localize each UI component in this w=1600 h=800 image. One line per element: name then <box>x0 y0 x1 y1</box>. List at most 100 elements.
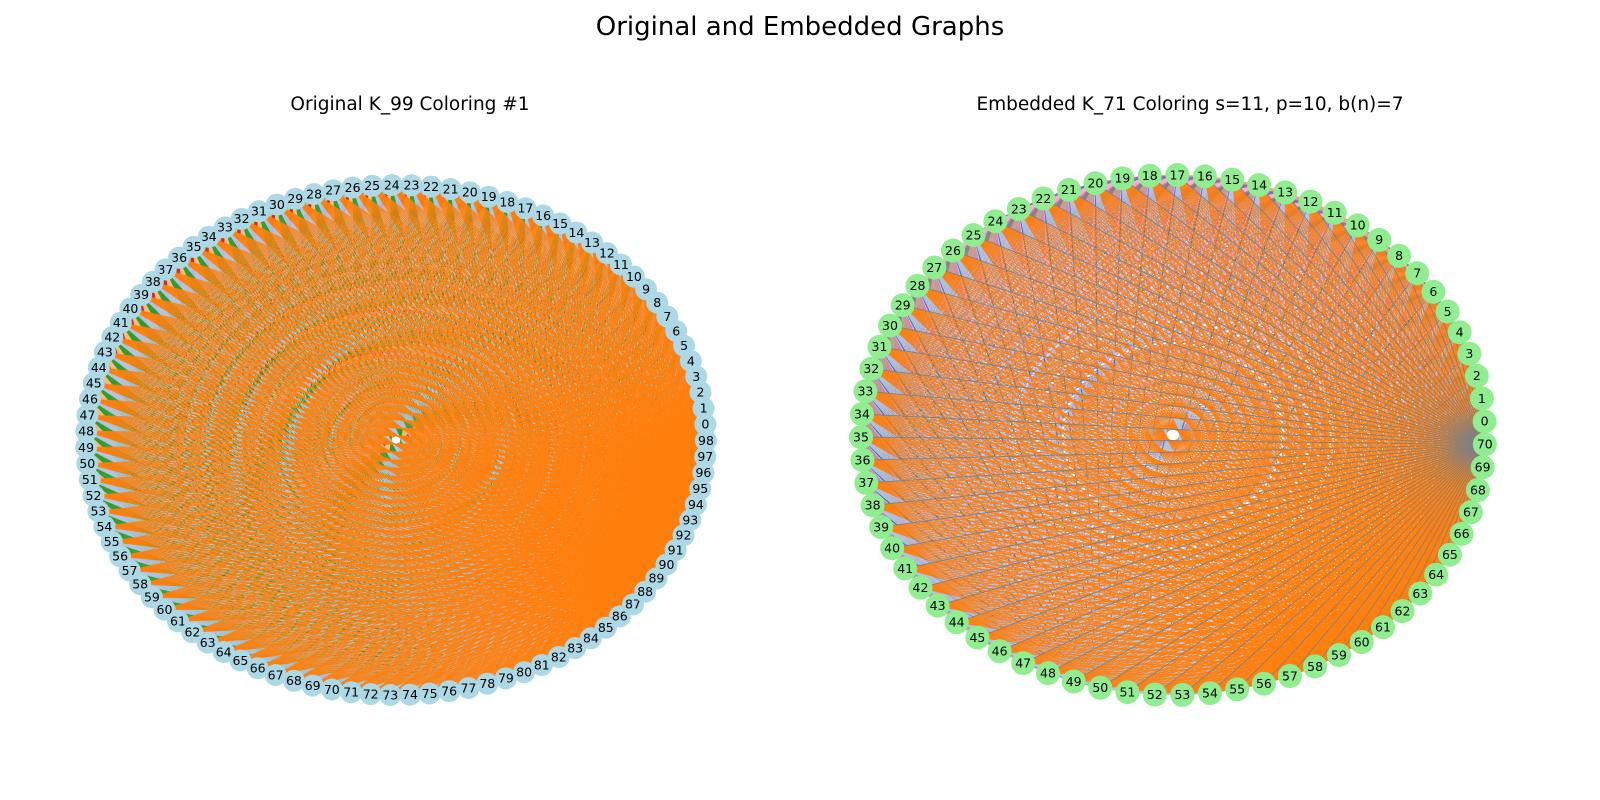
node-label-19: 19 <box>481 189 497 204</box>
node-label-52: 52 <box>86 488 102 503</box>
node-label-13: 13 <box>584 235 600 250</box>
node-label-33: 33 <box>217 220 233 235</box>
edge <box>430 186 707 441</box>
edge <box>312 440 707 687</box>
edge <box>619 440 707 617</box>
edge <box>350 440 707 693</box>
node-label-10: 10 <box>626 269 642 284</box>
node-label-24: 24 <box>384 177 400 192</box>
node-label-6: 6 <box>672 323 680 338</box>
edge <box>241 218 707 442</box>
node-label-41: 41 <box>113 315 129 330</box>
edge <box>558 472 704 658</box>
node-50 <box>76 452 99 475</box>
node-14 <box>565 221 588 244</box>
node-48 <box>75 420 98 443</box>
edge <box>293 440 707 682</box>
node-label-31: 31 <box>251 204 267 219</box>
edge <box>505 440 707 679</box>
node-label-47: 47 <box>80 408 96 423</box>
edge <box>120 322 707 442</box>
node-label-26: 26 <box>345 180 361 195</box>
left-graph-drawing: 0123456789101112131415161718192021222324… <box>75 174 717 706</box>
node-label-0: 0 <box>701 417 709 432</box>
node-label-30: 30 <box>269 197 285 212</box>
node-29 <box>284 187 307 210</box>
node-label-58: 58 <box>132 576 148 591</box>
node-label-40: 40 <box>122 301 138 316</box>
edge <box>178 257 707 442</box>
edge <box>606 252 707 441</box>
edge <box>111 440 707 543</box>
node-label-16: 16 <box>535 208 551 223</box>
node-label-38: 38 <box>145 274 161 289</box>
edge <box>389 440 707 696</box>
node-64 <box>212 641 235 663</box>
node-24 <box>380 174 403 196</box>
node-label-68: 68 <box>286 673 302 688</box>
edge <box>558 456 706 658</box>
node-label-60: 60 <box>157 602 173 617</box>
node-label-64: 64 <box>216 644 232 659</box>
edge <box>488 196 706 458</box>
node-label-32: 32 <box>234 211 250 226</box>
node-30 <box>265 193 288 216</box>
node-71 <box>340 681 363 704</box>
edge <box>541 440 707 666</box>
edge <box>208 236 707 442</box>
node-label-69: 69 <box>305 678 321 693</box>
node-label-46: 46 <box>82 391 98 406</box>
node-25 <box>361 174 384 197</box>
node-label-35: 35 <box>186 239 202 254</box>
edge <box>193 246 707 442</box>
node-label-23: 23 <box>404 178 420 193</box>
node-47 <box>76 404 99 427</box>
node-49 <box>75 436 98 459</box>
node-31 <box>248 200 270 223</box>
node-20 <box>458 181 481 204</box>
node-label-66: 66 <box>250 661 266 676</box>
edge <box>177 440 707 622</box>
node-label-29: 29 <box>287 191 303 206</box>
node-label-18: 18 <box>499 194 515 209</box>
edge <box>371 185 707 441</box>
edge <box>240 440 707 661</box>
edge <box>223 440 707 653</box>
edge <box>488 196 707 441</box>
edge <box>224 226 707 442</box>
edge <box>86 440 707 448</box>
edge <box>525 207 707 441</box>
edge <box>120 440 707 557</box>
edge <box>559 223 707 441</box>
edge <box>89 440 707 481</box>
node-label-54: 54 <box>96 519 112 534</box>
edge <box>558 440 707 658</box>
edge <box>523 504 697 673</box>
node-label-9: 9 <box>642 282 650 297</box>
node-label-48: 48 <box>78 424 94 439</box>
edge <box>332 189 707 442</box>
node-0 <box>694 413 717 436</box>
edge <box>450 188 707 441</box>
node-label-11: 11 <box>613 257 629 272</box>
edge <box>129 440 707 571</box>
node-66 <box>246 657 269 680</box>
edge <box>558 488 701 658</box>
node-label-7: 7 <box>663 309 671 324</box>
edge <box>486 440 707 685</box>
edge <box>276 204 707 442</box>
edge <box>468 440 707 689</box>
edge <box>258 210 707 442</box>
node-17 <box>514 197 537 220</box>
edge <box>140 440 707 585</box>
node-label-8: 8 <box>653 295 661 310</box>
node-68 <box>282 669 305 692</box>
edge <box>275 440 707 676</box>
node-label-37: 37 <box>158 262 174 277</box>
node-label-3: 3 <box>692 369 700 384</box>
node-label-14: 14 <box>568 225 584 240</box>
node-label-57: 57 <box>122 563 138 578</box>
edge <box>207 440 707 644</box>
edge <box>152 281 707 442</box>
edge <box>140 294 707 442</box>
